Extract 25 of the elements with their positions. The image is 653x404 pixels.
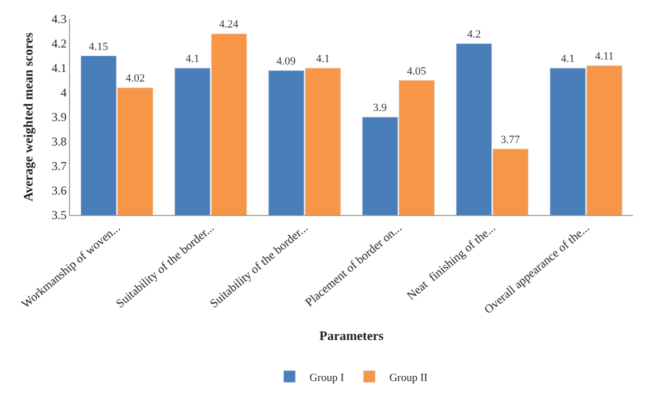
y-tick-label: 3.5 bbox=[52, 208, 67, 222]
data-label: 4.1 bbox=[186, 53, 200, 65]
data-label: 4.05 bbox=[406, 65, 427, 78]
legend-label: Group I bbox=[310, 372, 344, 384]
y-tick-label: 3.6 bbox=[52, 184, 67, 198]
data-label: 4.1 bbox=[560, 53, 575, 65]
y-axis-title: Average weighted mean scores bbox=[20, 32, 36, 202]
data-label: 4.1 bbox=[316, 53, 330, 65]
data-label: 4.09 bbox=[276, 55, 296, 68]
data-label: 4.02 bbox=[126, 72, 145, 85]
data-label: 4.2 bbox=[467, 28, 481, 40]
y-tick-label: 4.1 bbox=[52, 61, 67, 76]
legend-label: Group II bbox=[389, 372, 428, 384]
x-axis-title: Parameters bbox=[319, 328, 384, 344]
data-label: 4.15 bbox=[88, 40, 108, 53]
y-tick-label: 4 bbox=[60, 86, 67, 100]
data-label: 3.9 bbox=[372, 102, 388, 114]
data-label: 4.24 bbox=[219, 18, 239, 31]
y-tick-label: 4.3 bbox=[52, 12, 67, 26]
y-tick-label: 4.2 bbox=[52, 36, 67, 51]
y-tick-label: 3.8 bbox=[52, 134, 67, 149]
data-label: 3.77 bbox=[500, 134, 520, 146]
y-tick-label: 3.7 bbox=[52, 159, 67, 174]
data-label: 4.11 bbox=[594, 50, 614, 63]
y-tick-label: 3.9 bbox=[52, 110, 67, 124]
